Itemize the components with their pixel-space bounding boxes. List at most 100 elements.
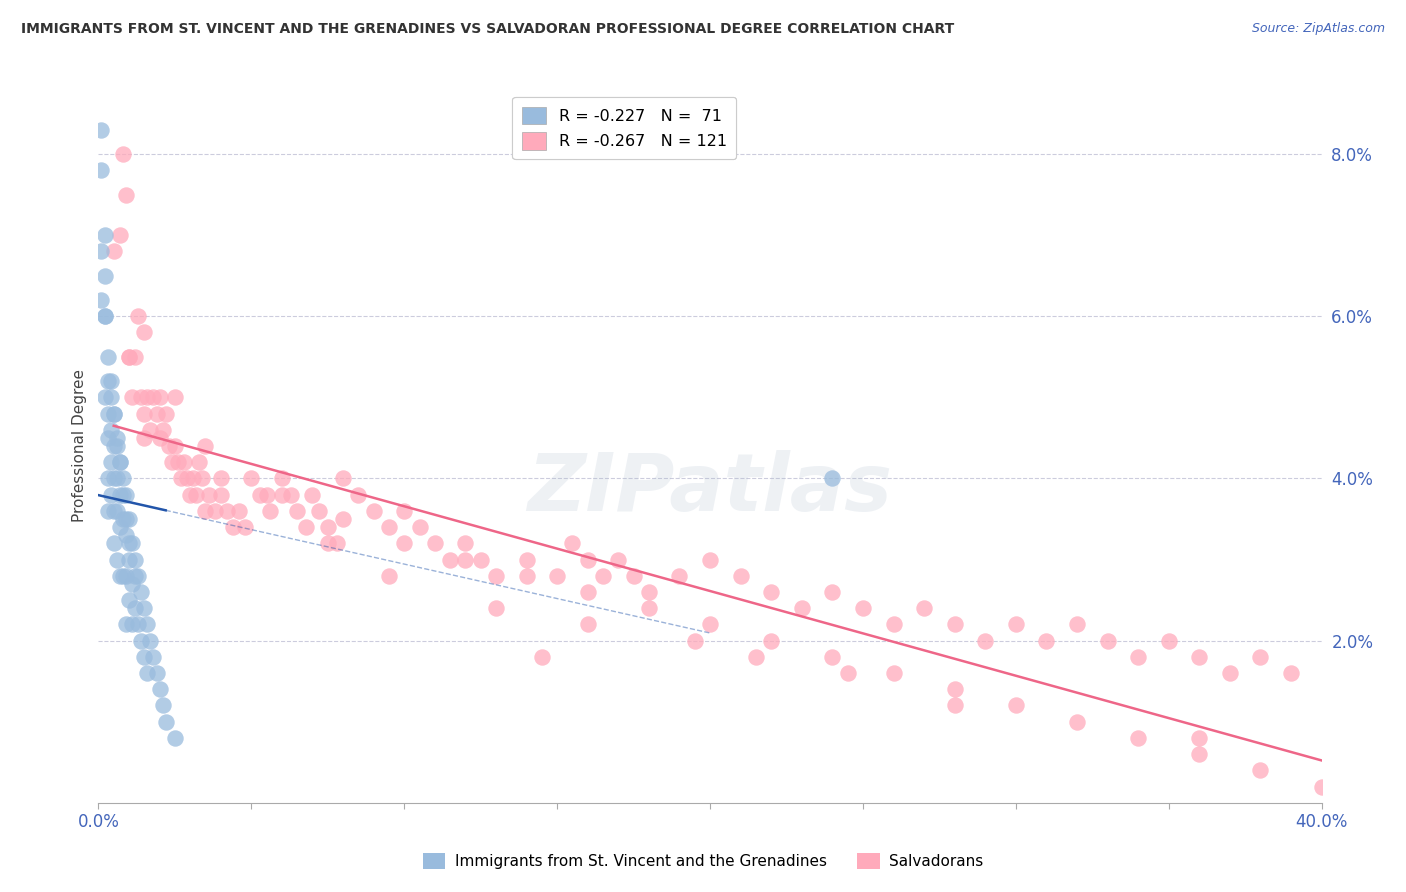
Point [308, 504, 330, 518]
Point [204, 504, 226, 518]
Point [115, 568, 138, 582]
Point [134, 649, 156, 664]
Point [837, 666, 859, 681]
Point [145, 407, 167, 421]
Point [188, 455, 211, 469]
Point [408, 520, 430, 534]
Point [295, 520, 318, 534]
Point [115, 512, 138, 526]
Point [111, 488, 134, 502]
Point [392, 536, 416, 550]
Point [378, 520, 401, 534]
Point [943, 682, 966, 697]
Point [222, 520, 245, 534]
Point [124, 568, 146, 582]
Point [155, 407, 177, 421]
Point [637, 601, 661, 615]
Point [115, 488, 138, 502]
Point [1035, 633, 1057, 648]
Point [103, 407, 125, 421]
Point [759, 633, 782, 648]
Point [93, 268, 115, 283]
Point [124, 552, 146, 566]
Point [103, 504, 125, 518]
Point [115, 187, 138, 202]
Point [623, 568, 645, 582]
Point [100, 374, 122, 388]
Point [637, 585, 661, 599]
Point [105, 471, 128, 485]
Point [233, 520, 256, 534]
Point [108, 455, 131, 469]
Point [530, 649, 553, 664]
Point [134, 431, 156, 445]
Point [1188, 731, 1211, 745]
Point [301, 488, 323, 502]
Point [149, 390, 172, 404]
Point [378, 568, 401, 582]
Point [1128, 731, 1150, 745]
Point [90, 163, 112, 178]
Point [118, 350, 141, 364]
Point [105, 504, 128, 518]
Point [883, 666, 905, 681]
Point [121, 577, 143, 591]
Point [1066, 714, 1088, 729]
Point [124, 601, 146, 615]
Point [197, 488, 219, 502]
Point [149, 431, 172, 445]
Point [90, 293, 112, 307]
Point [103, 439, 125, 453]
Point [108, 488, 131, 502]
Point [280, 488, 302, 502]
Y-axis label: Professional Degree: Professional Degree [72, 369, 87, 523]
Point [821, 471, 844, 485]
Point [118, 593, 141, 607]
Point [134, 407, 156, 421]
Point [100, 488, 122, 502]
Point [97, 431, 120, 445]
Point [326, 536, 349, 550]
Point [821, 585, 844, 599]
Point [191, 471, 214, 485]
Point [105, 439, 128, 453]
Point [111, 471, 134, 485]
Point [118, 536, 141, 550]
Point [485, 568, 508, 582]
Point [470, 552, 492, 566]
Point [259, 504, 281, 518]
Point [105, 552, 128, 566]
Point [100, 423, 122, 437]
Point [1188, 649, 1211, 664]
Point [118, 552, 141, 566]
Point [118, 350, 141, 364]
Point [454, 536, 477, 550]
Point [1310, 780, 1333, 794]
Point [173, 455, 195, 469]
Point [100, 455, 122, 469]
Point [332, 512, 354, 526]
Point [1279, 666, 1302, 681]
Point [179, 488, 201, 502]
Point [186, 488, 208, 502]
Text: IMMIGRANTS FROM ST. VINCENT AND THE GRENADINES VS SALVADORAN PROFESSIONAL DEGREE: IMMIGRANTS FROM ST. VINCENT AND THE GREN… [21, 22, 955, 37]
Point [103, 536, 125, 550]
Point [215, 504, 238, 518]
Point [316, 536, 339, 550]
Point [181, 471, 204, 485]
Point [485, 601, 508, 615]
Point [209, 488, 232, 502]
Point [93, 310, 115, 324]
Point [194, 504, 217, 518]
Point [392, 504, 416, 518]
Point [90, 122, 112, 136]
Point [256, 488, 278, 502]
Point [943, 617, 966, 632]
Point [108, 455, 131, 469]
Point [546, 568, 568, 582]
Point [145, 666, 167, 681]
Point [516, 568, 538, 582]
Point [142, 390, 165, 404]
Point [105, 431, 128, 445]
Point [134, 601, 156, 615]
